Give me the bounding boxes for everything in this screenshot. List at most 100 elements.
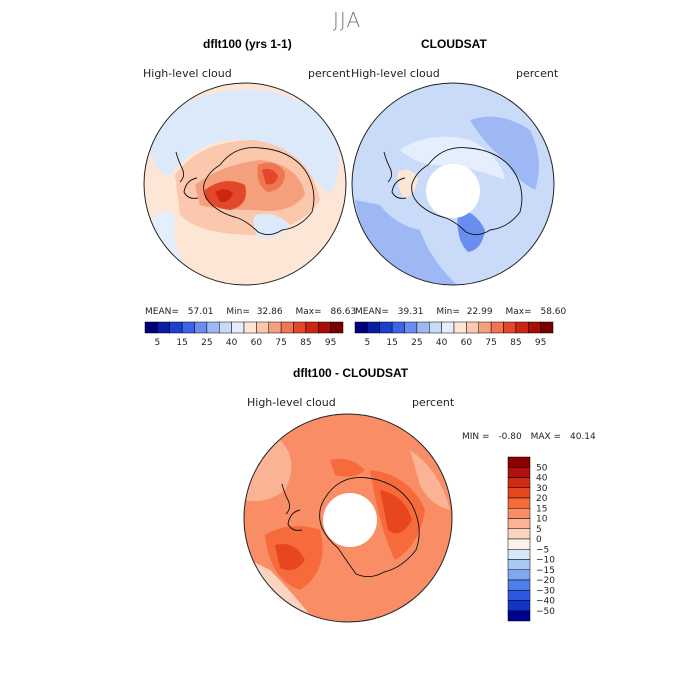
diff-colorbar-box (507, 456, 531, 468)
obs-south-america-coast (383, 151, 393, 183)
obs-colorbar-tick-label: 60 (461, 338, 473, 348)
obs-region-mid-blue-2 (470, 116, 539, 190)
obs-colorbar-box (466, 321, 479, 334)
diff-map-border (243, 413, 453, 623)
diff-south-america-coast (281, 483, 291, 515)
diff-colorbar-tick-label: −10 (536, 556, 555, 566)
diff-colorbar-tick-label: −15 (536, 566, 555, 576)
diff-antarctica-coast (287, 476, 420, 577)
diff-colorbar-box (507, 579, 531, 591)
obs-colorbar-box (429, 321, 442, 334)
obs-colorbar-box (490, 321, 504, 334)
diff-min-label: MIN = (462, 432, 490, 442)
diff-colorbar-tick-label: 15 (536, 504, 547, 514)
obs-colorbar-tick-label: 85 (510, 338, 521, 348)
diff-colorbar-tick-label: 5 (536, 525, 542, 535)
obs-colorbar-tick-label: 15 (386, 338, 397, 348)
model-colorbar-tick-label: 85 (300, 338, 311, 348)
model-colorbar-box (157, 321, 170, 334)
diff-colorbar-box (507, 538, 531, 550)
model-units-label: percent (308, 67, 351, 80)
obs-colorbar-box (453, 321, 467, 334)
obs-colorbar-box (515, 321, 529, 334)
diff-colorbar-tick-label: −5 (536, 545, 549, 555)
diff-colorbar-box (507, 467, 531, 478)
diff-colorbar-tick-label: 20 (536, 494, 548, 504)
diff-region-red-2 (275, 544, 305, 571)
model-colorbar-tick-label: 75 (275, 338, 286, 348)
obs-colorbar-box (367, 321, 380, 334)
model-max-value: 86.63 (330, 307, 357, 317)
diff-colorbar-box (507, 559, 531, 570)
model-colorbar-tick-label: 5 (155, 338, 161, 348)
diff-region-light-2 (410, 450, 450, 510)
obs-missing-data (426, 164, 480, 218)
model-map (144, 83, 346, 285)
model-colorbar-box (330, 321, 344, 334)
model-min-value: 32.86 (256, 307, 283, 317)
model-colorbar-box (231, 321, 245, 334)
model-colorbar-box (243, 321, 257, 334)
model-panel-title: dflt100 (yrs 1-1) (203, 37, 292, 51)
obs-colorbar-tick-label: 95 (535, 338, 546, 348)
obs-region-pale-blue (400, 136, 505, 180)
obs-max-label: Max= (505, 307, 532, 317)
season-title: JJA (333, 8, 362, 32)
model-south-america-coast (175, 151, 185, 183)
model-variable-label: High-level cloud (143, 67, 232, 80)
diff-missing-data (323, 493, 377, 547)
model-colorbar: 5 15 25 40 60 75 85 95 (144, 321, 344, 348)
obs-colorbar: 5 15 25 40 60 75 85 95 (354, 321, 554, 348)
model-colorbar-box (169, 321, 183, 334)
model-colorbar-tick-label: 25 (201, 338, 212, 348)
model-map-border (143, 82, 347, 286)
model-colorbar-box (280, 321, 294, 334)
diff-min-value: -0.80 (498, 432, 522, 442)
diff-colorbar-tick-label: −50 (536, 607, 555, 617)
model-region-low-blue (253, 213, 290, 239)
diff-colorbar-tick-label: −40 (536, 597, 555, 607)
model-antarctica-coast (183, 147, 315, 235)
diff-region-red-1 (380, 490, 412, 534)
diff-region-light-3 (250, 560, 310, 615)
obs-colorbar-tick-label: 5 (365, 338, 371, 348)
obs-max-value: 58.60 (540, 307, 567, 317)
model-mean-value: 57.01 (187, 307, 214, 317)
model-colorbar-box (256, 321, 269, 334)
model-region-red-3 (262, 168, 278, 185)
obs-antarctica-coast (391, 147, 523, 235)
model-max-label: Max= (295, 307, 322, 317)
model-colorbar-box (219, 321, 232, 334)
model-region-dark-red (215, 189, 233, 203)
diff-colorbar-box (507, 590, 531, 601)
diff-colorbar-box (507, 497, 531, 509)
diff-colorbar-box (507, 610, 531, 622)
model-colorbar-box (305, 321, 319, 334)
obs-variable-label: High-level cloud (351, 67, 440, 80)
obs-region-peach (397, 169, 418, 198)
diff-stats: MIN = -0.80 MAX = 40.14 (462, 432, 596, 442)
diff-variable-label: High-level cloud (247, 396, 336, 409)
obs-map-border (351, 82, 555, 286)
diff-colorbar-box (507, 477, 531, 488)
diff-max-label: MAX = (530, 432, 562, 442)
diff-colorbar-box (507, 508, 531, 519)
diff-colorbar-box (507, 518, 531, 529)
obs-colorbar-box (404, 321, 418, 334)
model-colorbar-tick-label: 15 (176, 338, 187, 348)
model-colorbar-box (194, 321, 208, 334)
diff-colorbar-tick-label: −30 (536, 586, 555, 596)
diff-units-label: percent (412, 396, 455, 409)
obs-colorbar-box (503, 321, 517, 334)
obs-map (352, 83, 554, 285)
obs-region-mid-blue-1 (355, 200, 460, 285)
diff-colorbar-tick-label: 10 (536, 515, 548, 525)
model-colorbar-tick-label: 95 (325, 338, 336, 348)
diff-region-light-1 (245, 440, 292, 502)
model-colorbar-box (144, 321, 158, 334)
model-colorbar-tick-label: 60 (251, 338, 263, 348)
diff-region-red-3 (330, 458, 365, 477)
obs-colorbar-tick-label: 75 (485, 338, 496, 348)
